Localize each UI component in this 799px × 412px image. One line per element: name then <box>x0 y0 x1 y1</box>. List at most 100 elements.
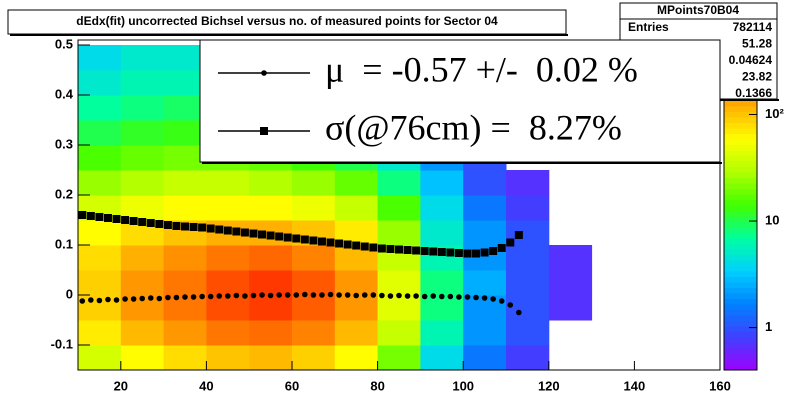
marker <box>472 249 481 258</box>
z-tick-label: 10² <box>765 106 784 121</box>
color-bar-step <box>724 117 757 123</box>
heat-cell <box>163 245 207 271</box>
color-bar-step <box>724 177 757 184</box>
marker <box>113 297 120 303</box>
color-bar-step <box>724 276 757 283</box>
color-bar-step <box>724 155 757 162</box>
color-bar-step <box>724 194 757 200</box>
stats-value: 0.1366 <box>735 86 772 100</box>
marker <box>130 296 137 302</box>
title-shadow <box>10 34 568 36</box>
heat-cell <box>292 345 336 370</box>
color-bar-step <box>724 188 757 195</box>
heat-cell <box>249 195 293 221</box>
heat-cell <box>120 245 165 271</box>
heat-cell <box>377 195 421 221</box>
color-bar-step <box>724 243 757 250</box>
heat-cell <box>334 270 379 296</box>
title-box <box>7 9 567 35</box>
color-bar-step <box>724 254 757 261</box>
heat-cell <box>506 270 550 296</box>
heat-cell <box>463 220 507 246</box>
marker <box>207 293 214 300</box>
heat-cell <box>377 220 421 246</box>
color-bar-step <box>724 304 757 310</box>
heat-cell <box>163 345 207 370</box>
heat-cell <box>206 170 250 196</box>
heat-cell <box>78 220 122 246</box>
stats-value: 51.28 <box>742 37 772 51</box>
color-bar-step <box>724 210 757 217</box>
color-bar-step <box>724 122 757 129</box>
marker <box>498 298 505 304</box>
marker <box>489 247 498 255</box>
heat-cell <box>78 120 122 146</box>
marker <box>259 292 265 298</box>
heat-cell <box>78 270 122 296</box>
marker <box>267 292 274 299</box>
legend-label: μ = -0.57 +/- 0.02 % <box>325 49 638 89</box>
x-tick-label: 140 <box>624 378 646 393</box>
heat-cell <box>292 270 336 296</box>
marker <box>386 245 395 253</box>
chart-title: dEdx(fit) uncorrected Bichsel versus no.… <box>76 14 498 28</box>
color-bar-step <box>724 298 757 305</box>
color-bar-step <box>724 326 757 332</box>
marker <box>258 230 267 239</box>
marker <box>361 292 368 298</box>
marker <box>233 292 240 299</box>
heat-cell <box>548 295 593 321</box>
marker <box>284 292 291 298</box>
y-tick-label: 0.1 <box>55 236 73 251</box>
heat-cell <box>377 320 421 346</box>
legend: μ = -0.57 +/- 0.02 % σ(@76cm) = 8.27% <box>218 49 638 147</box>
marker <box>516 309 522 316</box>
heat-cell <box>463 345 507 370</box>
marker <box>456 294 462 300</box>
marker <box>463 249 472 258</box>
marker <box>412 246 421 255</box>
marker <box>261 70 267 76</box>
heat-cell <box>334 170 379 196</box>
stats-value: 0.04624 <box>729 53 773 67</box>
heat-cell <box>120 45 165 71</box>
marker <box>395 245 403 254</box>
marker <box>309 236 318 245</box>
color-bar-step <box>724 161 757 167</box>
marker <box>129 217 138 225</box>
heat-cell <box>506 195 550 221</box>
color-bar-step <box>724 331 757 338</box>
marker <box>514 231 523 239</box>
heat-cell <box>548 270 593 296</box>
marker <box>293 292 300 298</box>
marker <box>343 240 352 249</box>
color-bar-step <box>724 238 757 244</box>
marker <box>370 292 377 298</box>
x-tick-label: 80 <box>370 378 384 393</box>
color-bar-step <box>724 353 757 360</box>
marker <box>439 293 445 300</box>
marker <box>190 294 197 300</box>
marker <box>79 298 86 304</box>
marker <box>139 295 145 302</box>
heat-cell <box>206 195 250 221</box>
marker <box>379 292 385 299</box>
marker <box>122 296 128 302</box>
marker <box>317 237 326 246</box>
y-tick-label: 0.4 <box>55 86 74 101</box>
marker <box>86 212 95 220</box>
marker <box>447 293 454 300</box>
heat-cell <box>163 170 207 196</box>
marker <box>138 218 147 226</box>
color-bar-step <box>724 342 757 349</box>
legend-label: σ(@76cm) = 8.27% <box>325 107 622 147</box>
marker <box>163 221 172 229</box>
marker <box>335 239 344 248</box>
stats-label: Entries <box>628 20 669 34</box>
marker <box>369 243 378 252</box>
x-tick-label: 160 <box>709 378 731 393</box>
heat-cell <box>249 170 293 196</box>
heat-cell <box>120 95 165 121</box>
marker <box>292 234 301 243</box>
heat-cell <box>292 170 336 196</box>
